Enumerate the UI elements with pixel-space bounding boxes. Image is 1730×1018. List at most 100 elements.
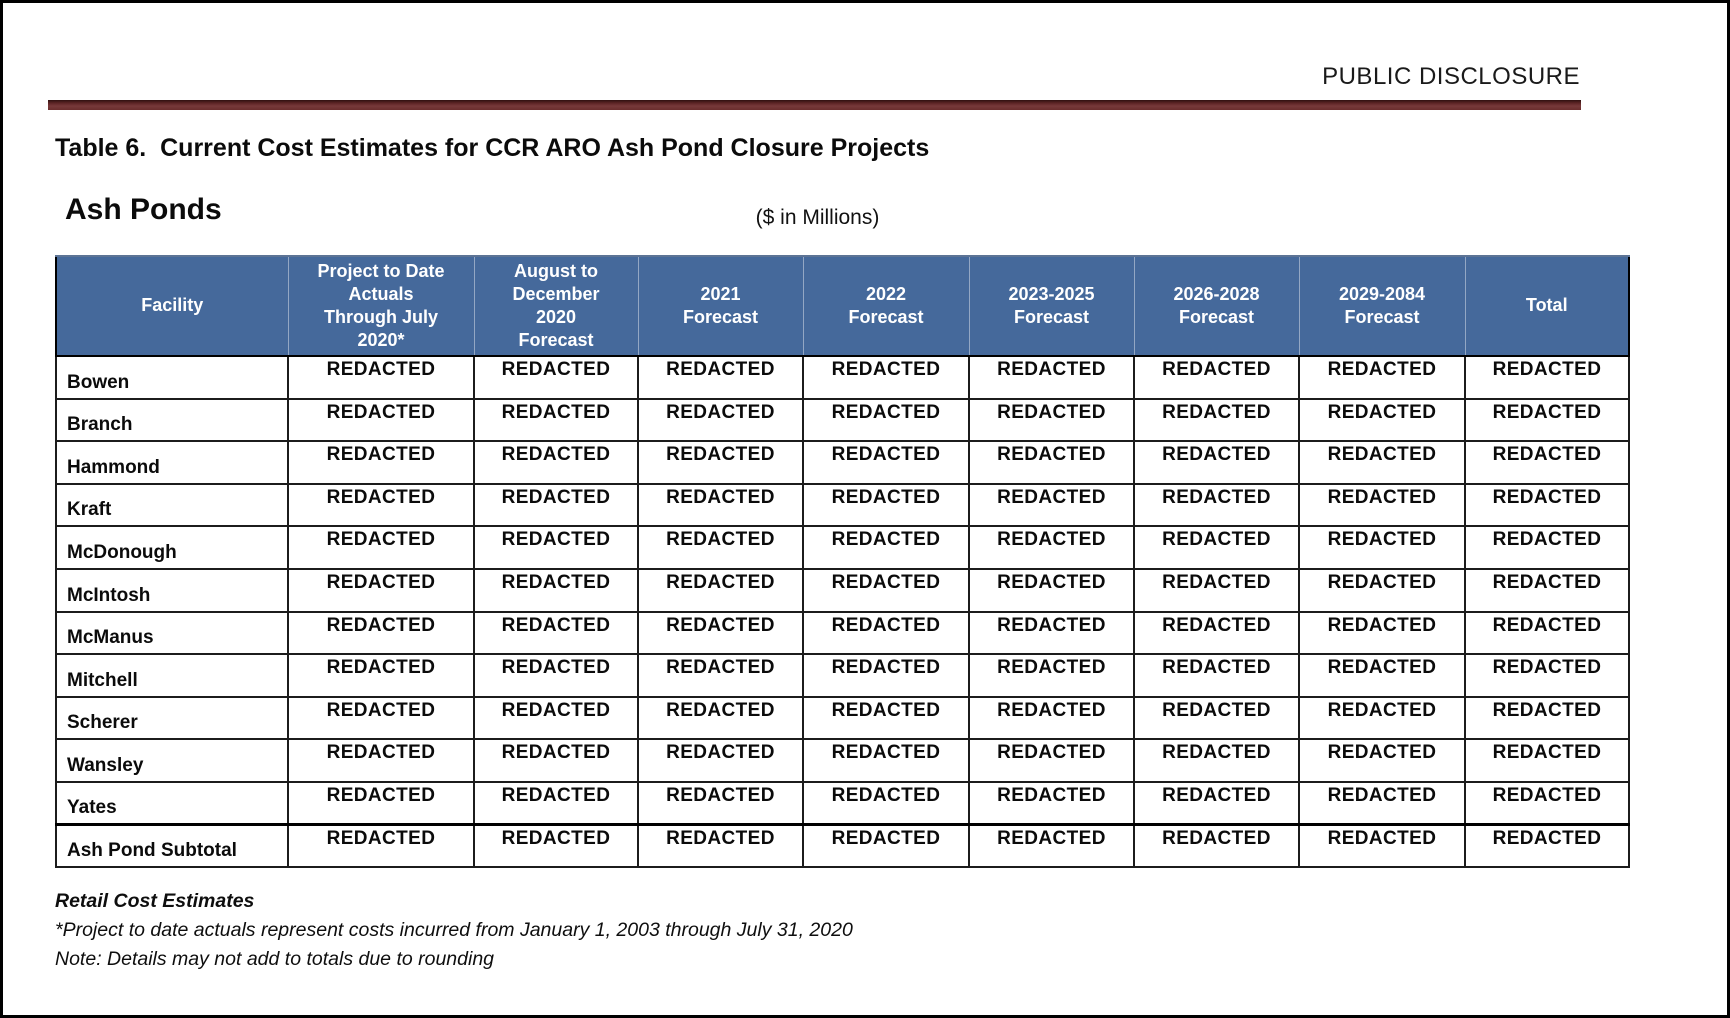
redacted-value-cell: REDACTED [1464, 567, 1630, 613]
facility-name-cell: Ash Pond Subtotal [55, 823, 289, 869]
column-header: Total [1464, 255, 1629, 357]
table-row: Kraft REDACTED REDACTED REDACTED REDACTED RED… [55, 482, 1630, 528]
redacted-value-cell: REDACTED [637, 397, 804, 443]
footnote-rounding: Note: Details may not add to totals due … [55, 948, 495, 970]
redacted-value-cell: REDACTED [968, 695, 1135, 741]
table-row: Branch REDACTED REDACTED REDACTED REDACTED RE… [55, 397, 1630, 443]
redacted-value-cell: REDACTED [473, 482, 639, 528]
redacted-value-cell: REDACTED [1298, 355, 1466, 400]
column-header: 2026-2028 Forecast [1133, 255, 1299, 357]
redacted-value-cell: REDACTED [802, 653, 970, 698]
redacted-value-cell: REDACTED [1133, 610, 1300, 656]
redacted-value-cell: REDACTED [802, 440, 970, 485]
redacted-value-cell: REDACTED [473, 567, 639, 613]
redacted-value-cell: REDACTED [1298, 397, 1466, 443]
redacted-value-cell: REDACTED [287, 610, 475, 656]
redacted-value-cell: REDACTED [287, 738, 475, 783]
redacted-value-cell: REDACTED [1464, 355, 1630, 400]
redacted-value-cell: REDACTED [1298, 738, 1466, 783]
redacted-value-cell: REDACTED [968, 780, 1135, 826]
redacted-value-cell: REDACTED [968, 823, 1135, 869]
redacted-value-cell: REDACTED [802, 738, 970, 783]
column-header: 2022 Forecast [802, 255, 969, 357]
table-row: Wansley REDACTED REDACTED REDACTED REDACTED R… [55, 738, 1630, 783]
redacted-value-cell: REDACTED [637, 610, 804, 656]
redacted-value-cell: REDACTED [802, 610, 970, 656]
column-header: 2029-2084 Forecast [1298, 255, 1465, 357]
redacted-value-cell: REDACTED [1464, 440, 1630, 485]
redacted-value-cell: REDACTED [968, 482, 1135, 528]
column-header: 2023-2025 Forecast [968, 255, 1134, 357]
redacted-value-cell: REDACTED [473, 653, 639, 698]
redacted-value-cell: REDACTED [802, 397, 970, 443]
redacted-value-cell: REDACTED [1133, 397, 1300, 443]
redacted-value-cell: REDACTED [802, 355, 970, 400]
table-body: Bowen REDACTED REDACTED REDACTED REDACTED RED… [55, 355, 1630, 869]
redacted-value-cell: REDACTED [1464, 653, 1630, 698]
facility-name-cell: Mitchell [55, 653, 289, 698]
facility-name-cell: McIntosh [55, 567, 289, 613]
redacted-value-cell: REDACTED [637, 738, 804, 783]
redacted-value-cell: REDACTED [968, 440, 1135, 485]
redacted-value-cell: REDACTED [968, 567, 1135, 613]
facility-name-cell: McDonough [55, 525, 289, 570]
redacted-value-cell: REDACTED [968, 525, 1135, 570]
redacted-value-cell: REDACTED [287, 823, 475, 869]
subtotal-row: Ash Pond Subtotal REDACTED REDACTED REDACTE… [55, 823, 1630, 869]
redacted-value-cell: REDACTED [287, 567, 475, 613]
facility-name-cell: Scherer [55, 695, 289, 741]
column-header: August to December 2020 Forecast [473, 255, 638, 357]
redacted-value-cell: REDACTED [287, 482, 475, 528]
footnote-heading: Retail Cost Estimates [55, 890, 255, 912]
redacted-value-cell: REDACTED [637, 440, 804, 485]
redacted-value-cell: REDACTED [802, 780, 970, 826]
table-row: McManus REDACTED REDACTED REDACTED REDACTED R… [55, 610, 1630, 656]
table-row: Yates REDACTED REDACTED REDACTED REDACTED RED… [55, 780, 1630, 826]
redacted-value-cell: REDACTED [1133, 738, 1300, 783]
redacted-value-cell: REDACTED [1133, 780, 1300, 826]
column-header: 2021 Forecast [637, 255, 803, 357]
units-label: ($ in Millions) [755, 206, 880, 229]
table-row: Hammond REDACTED REDACTED REDACTED REDACTED R… [55, 440, 1630, 485]
redacted-value-cell: REDACTED [1298, 525, 1466, 570]
redacted-value-cell: REDACTED [1464, 397, 1630, 443]
facility-name-cell: Hammond [55, 440, 289, 485]
redacted-value-cell: REDACTED [1464, 525, 1630, 570]
redacted-value-cell: REDACTED [473, 525, 639, 570]
redacted-value-cell: REDACTED [637, 653, 804, 698]
redacted-value-cell: REDACTED [1464, 738, 1630, 783]
redacted-value-cell: REDACTED [1298, 440, 1466, 485]
redacted-value-cell: REDACTED [968, 355, 1135, 400]
redacted-value-cell: REDACTED [968, 397, 1135, 443]
footnote-project-to-date: *Project to date actuals represent costs… [55, 919, 853, 941]
redacted-value-cell: REDACTED [968, 738, 1135, 783]
redacted-value-cell: REDACTED [1298, 695, 1466, 741]
table-row: McDonough REDACTED REDACTED REDACTED REDACTE… [55, 525, 1630, 570]
redacted-value-cell: REDACTED [287, 355, 475, 400]
redacted-value-cell: REDACTED [473, 355, 639, 400]
redacted-value-cell: REDACTED [473, 440, 639, 485]
redacted-value-cell: REDACTED [637, 823, 804, 869]
redacted-value-cell: REDACTED [1133, 823, 1300, 869]
redacted-value-cell: REDACTED [1133, 440, 1300, 485]
table-row: Bowen REDACTED REDACTED REDACTED REDACTED RED… [55, 355, 1630, 400]
redacted-value-cell: REDACTED [287, 695, 475, 741]
redacted-value-cell: REDACTED [1133, 695, 1300, 741]
redacted-value-cell: REDACTED [287, 397, 475, 443]
facility-name-cell: Yates [55, 780, 289, 826]
facility-name-cell: Bowen [55, 355, 289, 400]
redacted-value-cell: REDACTED [287, 780, 475, 826]
header-divider-rule [48, 100, 1581, 110]
footnotes: Retail Cost Estimates *Project to date a… [55, 887, 1355, 974]
redacted-value-cell: REDACTED [287, 440, 475, 485]
redacted-value-cell: REDACTED [1298, 823, 1466, 869]
redacted-value-cell: REDACTED [968, 653, 1135, 698]
redacted-value-cell: REDACTED [1464, 780, 1630, 826]
redacted-value-cell: REDACTED [637, 780, 804, 826]
redacted-value-cell: REDACTED [1464, 695, 1630, 741]
redacted-value-cell: REDACTED [473, 780, 639, 826]
redacted-value-cell: REDACTED [473, 738, 639, 783]
redacted-value-cell: REDACTED [1133, 482, 1300, 528]
redacted-value-cell: REDACTED [802, 482, 970, 528]
